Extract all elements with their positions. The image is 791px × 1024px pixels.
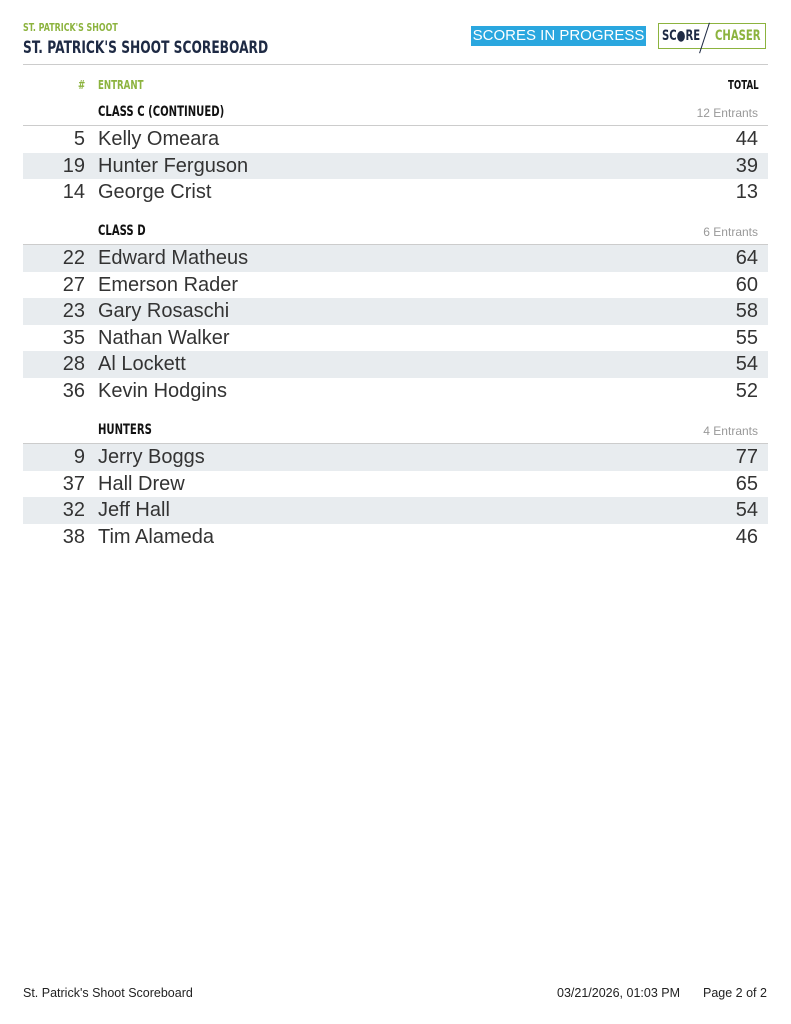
entrant-number: 36 [62, 379, 85, 402]
entrant-total: 65 [735, 472, 758, 495]
table-row: 5 Kelly Omeara 44 [23, 126, 768, 153]
logo-slash [699, 22, 710, 54]
entrant-total: 64 [735, 247, 758, 269]
logo-right-text: CHASER [715, 28, 761, 44]
table-row: 14 George Crist 13 [23, 179, 768, 206]
entrant-name: Gary Rosaschi [98, 300, 230, 322]
entrant-total: 44 [735, 128, 758, 150]
table-row: 19 Hunter Ferguson 39 [23, 152, 768, 179]
entrant-number: 19 [62, 154, 85, 177]
entrant-name: Emerson Rader [98, 273, 239, 296]
class-group: CLASS C (CONTINUED) 12 Entrants 5 Kelly … [23, 99, 768, 206]
entrant-number: 38 [62, 525, 85, 548]
entrant-name: George Crist [98, 181, 212, 203]
header-divider [23, 64, 768, 65]
entrant-number: 35 [62, 326, 85, 349]
entrant-name: Hall Drew [98, 472, 185, 495]
entrant-name: Jerry Boggs [98, 446, 205, 468]
class-group: HUNTERS 4 Entrants 9 Jerry Boggs 77 37 H… [23, 417, 768, 550]
scorechaser-logo: SC●RE CHASER [658, 22, 766, 54]
entrant-name: Al Lockett [98, 353, 186, 375]
entrant-total: 39 [735, 154, 758, 177]
table-row: 22 Edward Matheus 64 [23, 245, 768, 272]
class-name: CLASS C (CONTINUED) [98, 104, 225, 120]
entrant-name: Tim Alameda [98, 525, 214, 548]
entrant-name: Kelly Omeara [98, 128, 220, 150]
entrant-total: 52 [735, 379, 758, 402]
table-row: 36 Kevin Hodgins 52 [23, 378, 768, 405]
entrant-number: 32 [62, 499, 85, 521]
class-header: CLASS C (CONTINUED) 12 Entrants [23, 99, 768, 126]
table-row: 28 Al Lockett 54 [23, 351, 768, 378]
entrant-number: 22 [62, 247, 85, 269]
entrant-total: 54 [735, 499, 758, 521]
table-row: 38 Tim Alameda 46 [23, 524, 768, 551]
entrant-total: 13 [735, 181, 758, 203]
entrant-total: 46 [735, 525, 758, 548]
column-number: # [78, 78, 86, 92]
entrant-number: 27 [62, 273, 85, 296]
entrant-number: 14 [62, 181, 85, 203]
entrant-count: 4 Entrants [703, 424, 758, 438]
table-row: 9 Jerry Boggs 77 [23, 444, 768, 471]
entrant-total: 55 [735, 326, 758, 349]
table-row: 23 Gary Rosaschi 58 [23, 298, 768, 325]
page-title: ST. PATRICK'S SHOOT SCOREBOARD [23, 38, 269, 58]
footer-title: St. Patrick's Shoot Scoreboard [23, 986, 193, 1000]
class-group: CLASS D 6 Entrants 22 Edward Matheus 64 … [23, 218, 768, 404]
entrant-total: 60 [735, 273, 758, 296]
entrant-number: 37 [62, 472, 85, 495]
footer-page-number: Page 2 of 2 [703, 986, 767, 1000]
event-subtitle: ST. PATRICK'S SHOOT [23, 21, 118, 34]
column-total: TOTAL [728, 78, 759, 92]
entrant-total: 58 [735, 300, 758, 322]
entrant-number: 28 [62, 353, 85, 375]
class-name: CLASS D [98, 223, 146, 239]
table-row: 37 Hall Drew 65 [23, 471, 768, 498]
entrant-number: 23 [62, 300, 85, 322]
entrant-count: 6 Entrants [703, 225, 758, 239]
class-name: HUNTERS [98, 422, 152, 438]
entrant-number: 5 [73, 128, 85, 150]
class-header: CLASS D 6 Entrants [23, 218, 768, 245]
table-row: 32 Jeff Hall 54 [23, 497, 768, 524]
entrant-name: Kevin Hodgins [98, 379, 227, 402]
status-badge: SCORES IN PROGRESS [471, 26, 646, 46]
column-entrant: ENTRANT [98, 78, 144, 92]
table-row: 27 Emerson Rader 60 [23, 272, 768, 299]
entrant-name: Hunter Ferguson [98, 154, 249, 177]
table-row: 35 Nathan Walker 55 [23, 325, 768, 352]
class-header: HUNTERS 4 Entrants [23, 417, 768, 444]
entrant-total: 54 [735, 353, 758, 375]
footer-timestamp: 03/21/2026, 01:03 PM [557, 986, 681, 1000]
entrant-number: 9 [73, 446, 85, 468]
entrant-total: 77 [735, 446, 758, 468]
entrant-count: 12 Entrants [696, 106, 758, 120]
entrant-name: Jeff Hall [98, 499, 170, 521]
logo-left-text: SC●RE [662, 28, 701, 44]
entrant-name: Edward Matheus [98, 247, 249, 269]
entrant-name: Nathan Walker [98, 326, 230, 349]
